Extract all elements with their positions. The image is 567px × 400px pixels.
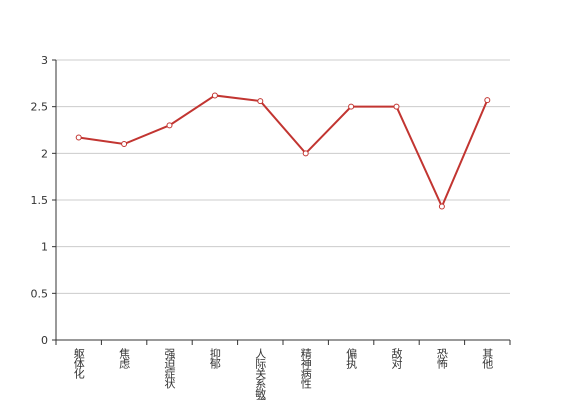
x-tick-label: 强迫症状 (163, 348, 176, 389)
point (348, 103, 355, 110)
point (302, 150, 309, 157)
y-tick-label: 0.5 (31, 287, 49, 300)
point (393, 103, 400, 110)
point (121, 141, 128, 147)
x-tick-label: 躯体化 (72, 348, 85, 380)
x-tick-label: 恐怖 (435, 348, 448, 369)
y-tick-label: 0 (41, 334, 48, 347)
line (78, 94, 489, 210)
point (75, 134, 82, 141)
x-tick-label: 人际关系敏感 (254, 348, 267, 400)
x-tick-label: 焦虑 (118, 348, 131, 369)
point (438, 203, 445, 210)
y-tick-label: 3 (41, 54, 48, 67)
point (484, 97, 491, 104)
x-tick-label: 敌对 (390, 347, 403, 369)
x-tick-label: 偏执 (345, 347, 358, 370)
x-tick-label: 精神病性 (299, 348, 312, 390)
y-tick-label: 1.5 (31, 194, 49, 207)
y-tick-label: 2 (41, 147, 48, 160)
y-tick-label: 1 (41, 241, 48, 254)
point (211, 92, 218, 99)
y-tick-label: 2.5 (31, 101, 49, 114)
x-tick-label: 抑郁 (208, 347, 221, 369)
point (257, 98, 264, 105)
point (166, 122, 173, 129)
x-tick-label: 其他 (481, 348, 494, 369)
